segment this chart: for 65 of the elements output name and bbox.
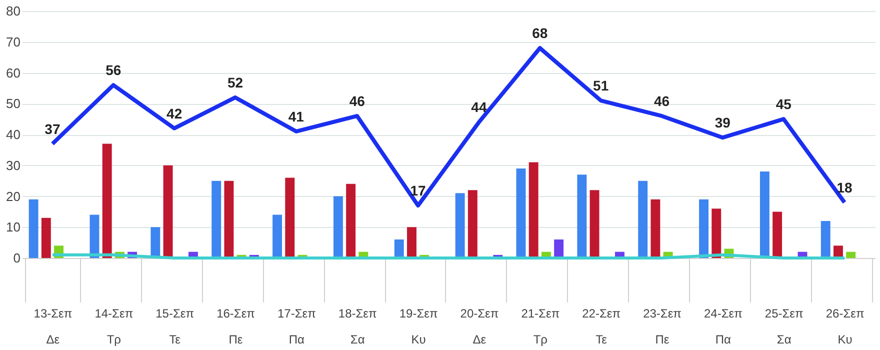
bar (285, 178, 295, 258)
y-tick-label: 0 (13, 250, 20, 266)
x-tick-label: 17-Σεπ Πα (277, 306, 316, 346)
bar (394, 239, 404, 258)
x-tick-label: 23-Σεπ Πε (643, 306, 682, 346)
x-tick-label: 20-Σεπ Δε (460, 306, 499, 346)
x-tick-label: 21-Σεπ Τρ (521, 306, 560, 346)
x-tick-label: 24-Σεπ Πα (704, 306, 742, 346)
bar (455, 193, 465, 258)
bar (638, 180, 648, 258)
bar (516, 168, 526, 258)
x-tick-label: 22-Σεπ Τε (582, 306, 621, 346)
x-tick-label: 15-Σεπ Τε (156, 306, 194, 346)
bar (820, 220, 830, 258)
data-label: 46 (349, 92, 366, 109)
x-tick-label: 19-Σεπ Κυ (399, 306, 438, 346)
bar (212, 180, 222, 258)
bar (712, 208, 722, 258)
x-tick-label: 18-Σεπ Σα (338, 306, 377, 346)
bar (772, 212, 782, 258)
bar (590, 190, 600, 258)
data-label: 45 (776, 96, 792, 112)
bar (577, 174, 587, 258)
bar (150, 227, 160, 258)
x-tick-label: 16-Σεπ Πε (216, 306, 255, 346)
y-tick-label: 80 (6, 4, 20, 18)
data-label: 52 (227, 74, 244, 90)
data-label: 39 (714, 114, 731, 131)
bar (760, 172, 770, 258)
bar (41, 218, 51, 258)
data-label: 46 (654, 92, 670, 109)
data-label: 68 (532, 25, 548, 42)
y-tick-label: 70 (6, 34, 20, 50)
y-tick-label: 40 (6, 127, 20, 142)
bar (28, 199, 38, 258)
bar (272, 214, 282, 258)
data-label: 18 (836, 179, 853, 196)
bar (333, 196, 343, 258)
bar (102, 144, 112, 258)
bar (846, 252, 856, 258)
bar (650, 199, 660, 258)
bar (554, 239, 564, 258)
y-tick-label: 50 (6, 96, 20, 112)
data-label: 17 (410, 182, 426, 199)
y-tick-label: 30 (6, 158, 20, 173)
data-label: 42 (166, 105, 182, 122)
bar (163, 165, 173, 258)
bar (346, 184, 356, 258)
x-tick-label: 26-Σεπ Κυ (826, 306, 864, 346)
data-label: 56 (106, 62, 122, 78)
y-tick-label: 20 (6, 188, 20, 204)
data-label: 44 (471, 99, 487, 116)
y-tick-label: 10 (6, 220, 20, 235)
bar (699, 199, 708, 258)
bar (224, 180, 234, 258)
x-tick-label: 14-Σεπ Τρ (94, 306, 134, 346)
data-label: 41 (288, 108, 304, 124)
y-tick-label: 60 (6, 65, 20, 80)
x-tick-label: 25-Σεπ Σα (764, 306, 804, 346)
bar (468, 190, 478, 258)
x-tick-label: 13-Σεπ Δε (34, 306, 72, 346)
data-label: 51 (593, 78, 609, 94)
bar (528, 162, 538, 258)
bar (407, 227, 416, 258)
data-label: 37 (44, 120, 60, 137)
